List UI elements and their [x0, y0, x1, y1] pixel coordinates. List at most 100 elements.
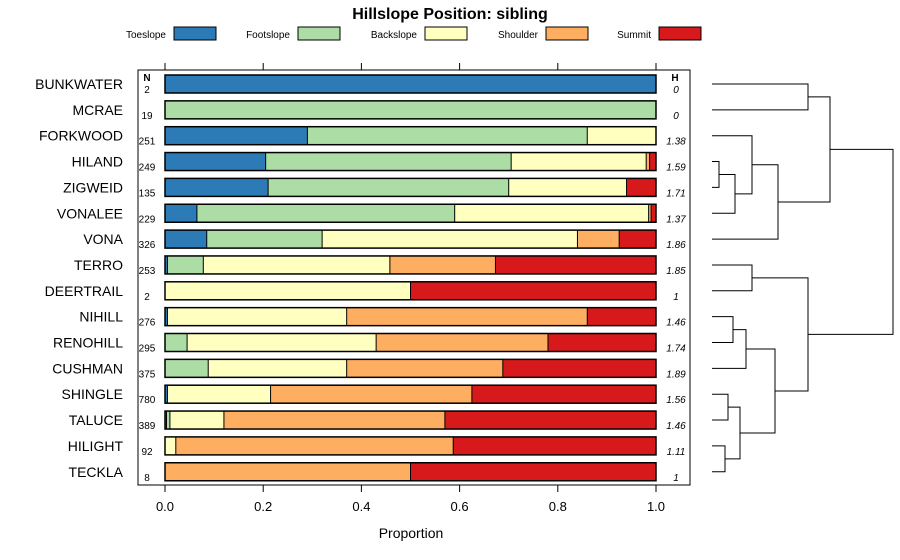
row-label: NIHILL [79, 309, 123, 325]
bar-segment-backslope [203, 255, 390, 274]
row-h: 1.46 [666, 421, 686, 432]
bar-segment-summit [626, 178, 656, 197]
row-zigweid: ZIGWEID 135 1.71 [63, 177, 686, 199]
bar-segment-backslope [508, 178, 627, 197]
row-terro: TERRO 253 1.85 [74, 255, 686, 277]
bar-segment-summit [587, 307, 656, 326]
bar-outline [164, 462, 657, 482]
bar-segment-summit [649, 152, 656, 171]
row-h: 1.89 [666, 369, 686, 380]
row-label: FORKWOOD [39, 128, 123, 144]
bar-segment-shoulder [376, 333, 548, 352]
dendrogram-branch [712, 264, 753, 292]
row-h: 1.74 [666, 344, 686, 355]
x-tick-label: 0.8 [549, 499, 567, 514]
row-h: 1.46 [666, 318, 686, 329]
bar-segment-summit [547, 333, 656, 352]
bar-segment-summit [453, 436, 656, 455]
legend-swatch-shoulder [545, 26, 589, 41]
bar-segment-toeslope [165, 75, 656, 93]
bar-segment-shoulder [346, 359, 503, 378]
row-n: 229 [139, 214, 156, 225]
row-label: ZIGWEID [63, 179, 123, 195]
row-n: 2 [144, 292, 150, 303]
bar-segment-backslope [208, 359, 347, 378]
x-tick-label: 0.4 [352, 499, 370, 514]
row-nihill: NIHILL 276 1.46 [79, 306, 686, 329]
bar-outline [164, 358, 657, 379]
row-n: 276 [139, 318, 156, 329]
legend-label-footslope: Footslope [246, 30, 290, 41]
bar-outline [164, 229, 657, 249]
row-h: 1.59 [666, 163, 686, 174]
row-cushman: CUSHMAN 375 1.89 [52, 358, 686, 380]
bar-segment-footslope [165, 100, 656, 119]
legend-label-backslope: Backslope [371, 30, 418, 41]
bar-segment-shoulder [389, 255, 496, 274]
row-n: 253 [139, 266, 156, 277]
bar-outline [164, 384, 657, 404]
legend-swatch-backslope [424, 26, 468, 41]
row-n: 8 [144, 473, 150, 484]
row-n: 780 [139, 395, 156, 406]
bar-segment-footslope [307, 126, 588, 145]
dendrogram-branch [712, 329, 747, 369]
row-label: CUSHMAN [52, 360, 123, 376]
row-h: 1.56 [666, 395, 686, 406]
legend-label-summit: Summit [617, 30, 651, 41]
bar-segment-footslope [196, 204, 455, 223]
bar-segment-shoulder [223, 411, 445, 430]
bar-segment-backslope [454, 204, 649, 223]
bar-segment-toeslope [165, 204, 197, 223]
row-n: 295 [139, 344, 156, 355]
row-label: VONALEE [57, 205, 123, 221]
bar-segment-summit [410, 462, 656, 481]
bar-segment-summit [502, 359, 656, 378]
dendrogram-branch [752, 277, 809, 392]
bar-outline [164, 281, 657, 301]
row-taluce: TALUCE 389 1.46 [69, 410, 686, 432]
bar-segment-footslope [167, 255, 204, 274]
row-hiland: HILAND 249 1.59 [72, 151, 686, 174]
row-label: RENOHILL [53, 335, 123, 351]
bar-segment-backslope [165, 436, 176, 455]
bar-outline [164, 100, 657, 120]
bar-outline [164, 203, 657, 223]
rows: BUNKWATER 2 0 MCRAE 19 0 FORKWOOD 251 1.38 HILAND… [35, 74, 686, 484]
dendrogram-branch [808, 148, 894, 335]
plot-frame [137, 69, 691, 486]
row-n: 326 [139, 240, 156, 251]
bar-segment-toeslope [165, 230, 207, 249]
row-h: 1.11 [667, 447, 686, 458]
bar-segment-backslope [165, 281, 411, 300]
row-n: 389 [139, 421, 156, 432]
row-mcrae: MCRAE 19 0 [72, 100, 679, 122]
dendrogram-branch [740, 348, 776, 434]
legend-label-shoulder: Shoulder [498, 30, 539, 41]
legend-swatch-summit [658, 26, 702, 41]
bar-segment-toeslope [165, 178, 269, 197]
row-n: 19 [141, 111, 153, 122]
row-label: SHINGLE [62, 386, 123, 402]
row-h: 0 [673, 111, 679, 122]
bar-segment-backslope [587, 126, 656, 145]
dendrogram [712, 83, 894, 473]
dendrogram-branch [712, 393, 729, 421]
row-vonalee: VONALEE 229 1.37 [57, 203, 686, 225]
row-label: TALUCE [69, 412, 123, 428]
bar-outline [164, 177, 657, 198]
row-h: 1.85 [666, 266, 686, 277]
dendrogram-branch [712, 135, 753, 195]
bar-segment-toeslope [165, 126, 308, 145]
row-n: 375 [139, 369, 156, 380]
bar-outline [164, 74, 657, 94]
row-h: 1.86 [666, 240, 686, 251]
x-tick-label: 1.0 [647, 499, 665, 514]
row-h: 1.37 [666, 214, 686, 225]
bar-outline [164, 151, 657, 172]
row-h: 1 [673, 292, 679, 303]
row-forkwood: FORKWOOD 251 1.38 [39, 125, 686, 148]
row-hilight: HILIGHT 92 1.11 [68, 436, 686, 458]
dendrogram-branch [712, 316, 734, 343]
